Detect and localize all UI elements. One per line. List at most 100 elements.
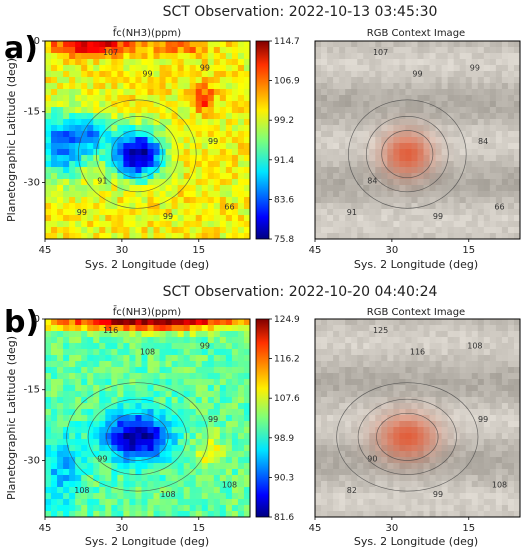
heatmap-cell [147, 361, 154, 368]
heatmap-cell [45, 319, 52, 326]
rgb-cell [411, 227, 418, 234]
rgb-cell [375, 361, 382, 368]
colorbar-tick-label: 90.3 [274, 473, 294, 483]
heatmap-cell [45, 53, 52, 60]
heatmap-cell [195, 349, 203, 356]
heatmap-cell [207, 451, 215, 458]
rgb-cell [465, 53, 473, 60]
heatmap-cell [93, 77, 100, 84]
heatmap-cell [123, 505, 130, 512]
heatmap-cell [81, 427, 88, 434]
rgb-cell [507, 197, 515, 204]
heatmap-cell [177, 125, 185, 132]
rgb-cell [345, 475, 352, 482]
heatmap-cell [69, 385, 76, 392]
rgb-cell [411, 421, 418, 428]
contour-line [87, 398, 187, 475]
rgb-cell [351, 101, 358, 108]
rgb-cell [489, 179, 497, 186]
heatmap-cell [183, 107, 191, 114]
heatmap-cell [177, 463, 185, 470]
rgb-cell [345, 197, 352, 204]
rgb-cell [429, 71, 436, 78]
rgb-cell [387, 221, 394, 228]
rgb-cell [345, 343, 352, 350]
rgb-cell [471, 215, 479, 222]
rgb-cell [321, 427, 328, 434]
heatmap-cell [75, 457, 82, 464]
heatmap-cell [45, 191, 52, 198]
rgb-cell [339, 77, 346, 84]
rgb-cell [333, 233, 340, 240]
heatmap-cell [87, 331, 94, 338]
rgb-cell [495, 439, 503, 446]
rgb-cell [351, 319, 358, 326]
heatmap-cell [225, 373, 233, 380]
heatmap-cell [51, 355, 58, 362]
rgb-cell [339, 47, 346, 54]
heatmap-cell [141, 439, 148, 446]
heatmap-cell [105, 107, 112, 114]
rgb-cell [417, 505, 424, 512]
heatmap-cell [243, 481, 251, 488]
rgb-cell [471, 361, 479, 368]
heatmap-cell [63, 361, 70, 368]
heatmap-cell [57, 47, 64, 54]
heatmap-cell [129, 107, 136, 114]
heatmap-cell [237, 41, 245, 48]
heatmap-cell [69, 379, 76, 386]
rgb-cell [495, 131, 503, 138]
rgb-cell [327, 101, 334, 108]
rgb-cell [417, 511, 424, 518]
rgb-cell [321, 167, 328, 174]
heatmap-cell [153, 421, 160, 428]
heatmap-cell [213, 331, 221, 338]
heatmap-cell [237, 149, 245, 156]
heatmap-cell [177, 433, 185, 440]
rgb-cell [435, 131, 443, 138]
rgb-cell [321, 433, 328, 440]
heatmap-cell [201, 355, 209, 362]
heatmap-cell [177, 77, 185, 84]
heatmap-cell [81, 331, 88, 338]
rgb-cell [429, 107, 436, 114]
heatmap-cell [117, 149, 124, 156]
heatmap-cell [105, 197, 112, 204]
rgb-cell [363, 499, 370, 506]
rgb-cell [429, 173, 436, 180]
heatmap-cell [111, 331, 118, 338]
rgb-cell [465, 107, 473, 114]
rgb-cell [495, 203, 503, 210]
rgb-cell [459, 65, 467, 72]
heatmap-cell [225, 511, 233, 518]
heatmap-cell [177, 367, 185, 374]
rgb-cell [405, 161, 412, 168]
rgb-cell [411, 415, 418, 422]
heatmap-cell [243, 155, 251, 162]
heatmap-cell [177, 59, 185, 66]
heatmap-cell [195, 89, 203, 96]
panel-b-left-title: f̄c(NH3)(ppm) [113, 305, 182, 318]
heatmap-cell [243, 137, 251, 144]
heatmap-cell [189, 421, 197, 428]
x-tick-label: 15 [462, 523, 475, 534]
rgb-cell [411, 107, 418, 114]
heatmap-cell [87, 325, 94, 332]
rgb-cell [495, 71, 503, 78]
heatmap-cell [159, 337, 166, 344]
heatmap-cell [183, 197, 191, 204]
rgb-cell [411, 355, 418, 362]
rgb-cell [489, 191, 497, 198]
heatmap-cell [99, 59, 106, 66]
heatmap-cell [117, 221, 124, 228]
rgb-cell [453, 325, 461, 332]
rgb-cell [333, 355, 340, 362]
rgb-cell [345, 391, 352, 398]
rgb-cell [477, 343, 485, 350]
rgb-cell [369, 173, 376, 180]
heatmap-cell [63, 451, 70, 458]
rgb-cell [435, 95, 443, 102]
heatmap-cell [165, 325, 173, 332]
rgb-cell [399, 71, 406, 78]
rgb-cell [405, 179, 412, 186]
